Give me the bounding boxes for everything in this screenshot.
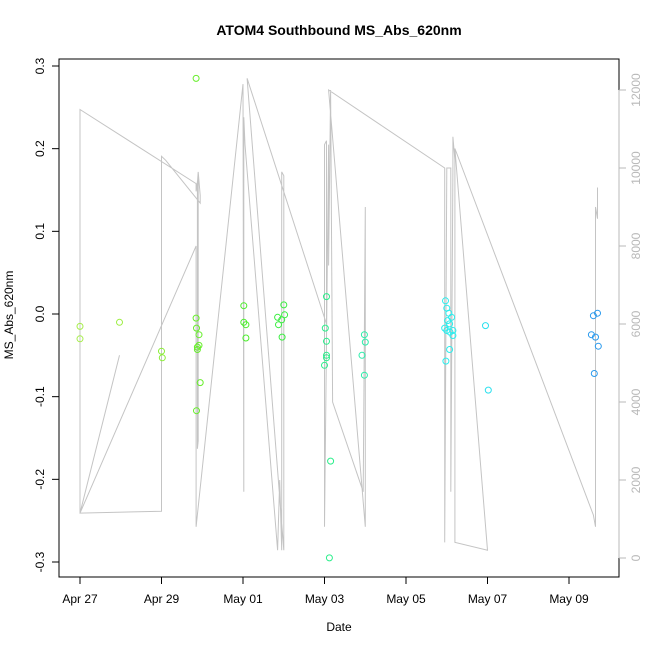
data-point <box>446 346 454 353</box>
y-tick-label: -0.3 <box>33 551 47 572</box>
data-point <box>325 554 333 562</box>
data-point <box>592 333 599 341</box>
data-point <box>242 334 250 342</box>
data-point <box>361 338 369 346</box>
data-point <box>442 357 450 365</box>
y-tick-label: 0.1 <box>33 223 47 240</box>
data-point <box>192 74 200 82</box>
data-point <box>193 346 201 353</box>
data-point <box>278 333 286 341</box>
data-point <box>358 351 366 359</box>
data-point <box>482 322 489 330</box>
y2-tick-label: 2000 <box>629 466 643 493</box>
x-tick-label: May 07 <box>468 592 508 606</box>
x-axis-label: Date <box>326 620 352 634</box>
data-point <box>195 341 203 349</box>
x-tick-label: May 09 <box>549 592 589 606</box>
data-point <box>360 331 368 339</box>
points-layer <box>76 74 602 562</box>
y2-tick-label: 10000 <box>629 151 643 185</box>
x-tick-label: May 01 <box>223 592 263 606</box>
y2-tick-label: 0 <box>629 554 643 561</box>
data-point <box>240 302 248 310</box>
x-tick-label: May 03 <box>305 592 345 606</box>
chart-title: ATOM4 Southbound MS_Abs_620nm <box>216 22 461 38</box>
data-point <box>594 342 602 350</box>
data-point <box>76 322 84 330</box>
data-point <box>449 332 457 339</box>
data-point <box>484 386 492 394</box>
data-point <box>442 297 449 305</box>
y-axis-label: MS_Abs_620nm <box>2 271 16 360</box>
data-point <box>323 351 330 359</box>
y2-axis: 0 2000 4000 6000 8000 10000 12000 <box>618 73 643 561</box>
plot-frame <box>58 58 620 578</box>
data-point <box>323 337 330 345</box>
data-point <box>281 311 289 319</box>
data-point <box>360 371 368 379</box>
x-tick-label: Apr 27 <box>62 592 98 606</box>
y2-tick-label: 12000 <box>629 73 643 107</box>
data-point <box>321 361 328 369</box>
trace-layer <box>79 78 598 551</box>
data-point <box>321 324 329 332</box>
data-point <box>278 316 286 324</box>
data-point <box>449 327 457 334</box>
y-tick-label: 0.2 <box>33 140 47 157</box>
data-point <box>196 379 204 387</box>
data-point <box>323 354 330 362</box>
y-axis: -0.3 -0.2 -0.1 0.0 0.1 0.2 0.3 <box>33 57 60 572</box>
y-tick-label: -0.1 <box>33 386 47 407</box>
data-point <box>323 293 330 301</box>
y-tick-label: -0.2 <box>33 469 47 490</box>
data-point <box>193 324 200 332</box>
x-axis: Apr 27 Apr 29 May 01 May 03 May 05 May 07 May … <box>62 576 589 606</box>
y2-tick-label: 6000 <box>629 310 643 337</box>
data-point <box>242 321 250 329</box>
data-point <box>158 347 165 355</box>
data-point <box>116 318 123 326</box>
x-tick-label: May 05 <box>386 592 426 606</box>
data-point <box>327 457 335 465</box>
data-point <box>195 331 203 339</box>
y-tick-label: 0.0 <box>33 305 47 322</box>
trace-line <box>79 78 598 551</box>
data-point <box>192 314 200 322</box>
data-point <box>594 309 601 317</box>
data-point <box>193 407 200 415</box>
data-point <box>76 335 84 343</box>
data-point <box>590 370 598 377</box>
y2-tick-label: 4000 <box>629 388 643 415</box>
y-tick-label: 0.3 <box>33 57 47 74</box>
data-point <box>280 301 288 309</box>
x-tick-label: Apr 29 <box>144 592 180 606</box>
data-point <box>275 321 282 329</box>
data-point <box>446 320 454 328</box>
data-point <box>193 343 201 351</box>
y2-tick-label: 8000 <box>629 232 643 259</box>
data-point <box>158 354 166 362</box>
